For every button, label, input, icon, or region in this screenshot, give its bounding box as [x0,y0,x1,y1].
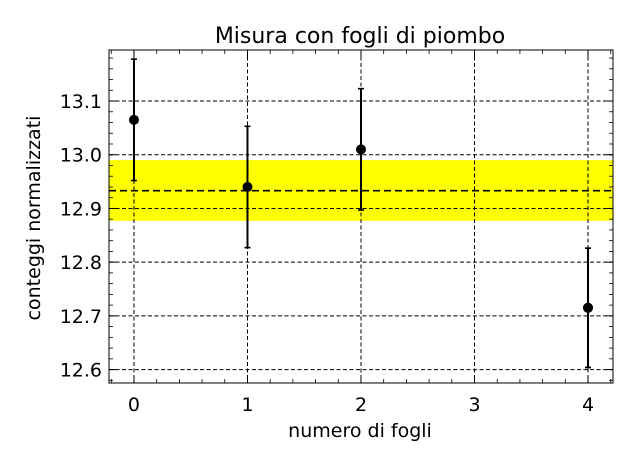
data-point-group-2 [356,87,366,211]
y-tick-label: 12.7 [60,306,102,328]
data-point [356,144,366,155]
x-tick-label: 2 [355,394,367,416]
x-tick-label: 4 [582,394,594,416]
data-point-group-4 [583,247,594,369]
y-tick-label: 12.8 [60,252,102,274]
y-tick-label: 12.9 [60,198,102,220]
y-tick-label: 13.0 [60,145,102,167]
x-tick-label: 3 [468,394,480,416]
data-point [128,114,139,125]
data-point-group-0 [128,58,139,182]
data-series [128,58,594,369]
data-point [242,181,253,192]
data-point-group-1 [242,125,253,249]
y-tick-label: 13.1 [60,91,102,113]
x-tick-label: 1 [241,394,253,416]
data-point [583,302,594,313]
tick-labels: 0 1 2 3 4 12.6 12.7 12.8 12.9 13.0 13.1 [60,91,594,416]
chart-title: Misura con fogli di piombo [215,24,505,49]
y-tick-label: 12.6 [60,360,102,382]
axis-ticks [109,50,613,383]
y-axis-label: conteggi normalizzati [23,116,45,321]
x-axis-label: numero di fogli [288,420,432,442]
x-tick-label: 0 [128,394,140,416]
